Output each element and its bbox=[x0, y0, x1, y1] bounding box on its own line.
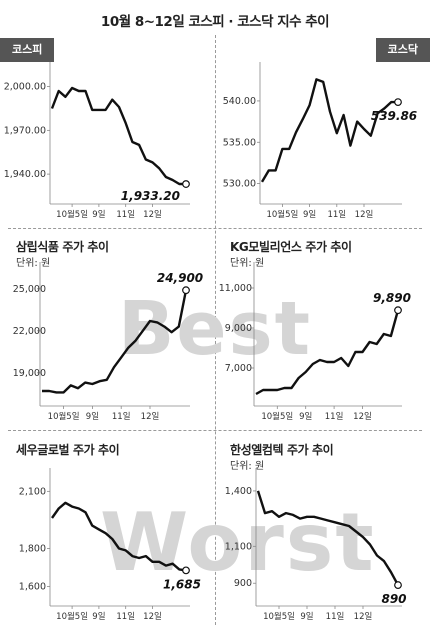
end-value-label: 539.86 bbox=[371, 109, 417, 123]
y-tick-label: 900 bbox=[234, 578, 252, 589]
y-tick-label: 1,400 bbox=[225, 486, 252, 497]
x-tick-label: 11일 bbox=[325, 412, 344, 422]
horizontal-divider-bottom bbox=[8, 430, 422, 431]
series-line bbox=[42, 289, 188, 394]
y-tick-label: 2,000.00 bbox=[4, 82, 46, 93]
end-value-label: 1,685 bbox=[163, 577, 201, 591]
horizontal-divider-top bbox=[8, 228, 422, 229]
x-tick-label: 12일 bbox=[143, 612, 162, 622]
worst-watermark: Worst bbox=[100, 496, 376, 589]
end-point-marker bbox=[394, 581, 402, 589]
series-line bbox=[51, 501, 187, 572]
best-watermark: Best bbox=[118, 286, 313, 372]
y-tick-label: 19,000 bbox=[13, 368, 46, 379]
samlip-chart-title: 삼립식품 주가 추이 bbox=[16, 240, 109, 254]
series-line bbox=[256, 490, 400, 586]
end-value-label: 9,890 bbox=[373, 291, 411, 305]
series-line bbox=[260, 78, 398, 183]
hansung-unit: 단위: 원 bbox=[230, 461, 265, 472]
x-tick-label: 10월5일 bbox=[56, 209, 88, 220]
end-point-marker bbox=[394, 98, 402, 106]
y-tick-label: 1,940.00 bbox=[4, 169, 46, 180]
kosdaq-tag: 코스닥 bbox=[375, 38, 430, 62]
y-tick-label: 22,000 bbox=[13, 326, 46, 337]
x-tick-label: 9일 bbox=[299, 412, 312, 422]
y-tick-label: 9,000 bbox=[225, 323, 252, 334]
y-tick-label: 7,000 bbox=[225, 363, 252, 374]
x-tick-label: 11일 bbox=[326, 612, 345, 622]
x-tick-label: 10월5일 bbox=[48, 411, 80, 422]
end-value-label: 1,933.20 bbox=[121, 189, 180, 203]
y-tick-label: 1,970.00 bbox=[4, 125, 46, 136]
series-line bbox=[50, 86, 186, 186]
y-tick-label: 11,000 bbox=[219, 283, 252, 294]
kospi-tag: 코스피 bbox=[0, 38, 55, 62]
x-tick-label: 12일 bbox=[355, 210, 374, 220]
x-tick-label: 9일 bbox=[303, 210, 316, 220]
x-tick-label: 10월5일 bbox=[266, 209, 298, 220]
page-title: 10월 8~12일 코스피 · 코스닥 지수 추이 bbox=[100, 14, 330, 30]
x-tick-label: 10월5일 bbox=[263, 611, 295, 622]
y-tick-label: 25,000 bbox=[13, 284, 46, 295]
x-tick-label: 10월5일 bbox=[56, 611, 88, 622]
y-tick-label: 530.00 bbox=[223, 179, 256, 190]
x-tick-label: 10월5일 bbox=[261, 411, 293, 422]
kgmobilians-unit: 단위: 원 bbox=[230, 258, 265, 269]
x-tick-label: 12일 bbox=[143, 210, 162, 220]
y-tick-label: 1,600 bbox=[19, 582, 46, 593]
sewoo-chart-title: 세우글로벌 주가 추이 bbox=[16, 443, 120, 457]
y-tick-label: 2,100 bbox=[19, 486, 46, 497]
end-point-marker bbox=[182, 566, 190, 575]
x-tick-label: 11일 bbox=[116, 612, 135, 622]
y-tick-label: 535.00 bbox=[223, 137, 256, 148]
x-tick-label: 11일 bbox=[116, 210, 135, 220]
kgmobilians-chart-title: KG모빌리언스 주가 추이 bbox=[230, 240, 352, 254]
x-tick-label: 9일 bbox=[300, 612, 313, 622]
x-tick-label: 11일 bbox=[112, 412, 131, 422]
y-tick-label: 540.00 bbox=[223, 96, 256, 107]
y-tick-label: 1,800 bbox=[19, 543, 46, 554]
x-tick-label: 9일 bbox=[86, 412, 99, 422]
x-tick-label: 9일 bbox=[92, 612, 105, 622]
x-tick-label: 11일 bbox=[327, 210, 346, 220]
x-tick-label: 12일 bbox=[353, 412, 372, 422]
x-tick-label: 12일 bbox=[354, 612, 373, 622]
x-tick-label: 9일 bbox=[92, 210, 105, 220]
end-point-marker bbox=[182, 180, 190, 188]
end-point-marker bbox=[394, 306, 402, 315]
series-line bbox=[255, 309, 400, 396]
hansung-chart-title: 한성엘컴텍 주가 추이 bbox=[230, 443, 334, 457]
x-tick-label: 12일 bbox=[141, 412, 160, 422]
vertical-divider bbox=[215, 35, 216, 625]
y-tick-label: 1,100 bbox=[225, 541, 252, 552]
samlip-unit: 단위: 원 bbox=[16, 258, 51, 269]
end-value-label: 24,900 bbox=[157, 271, 203, 285]
end-value-label: 890 bbox=[381, 592, 406, 606]
end-point-marker bbox=[182, 286, 190, 295]
